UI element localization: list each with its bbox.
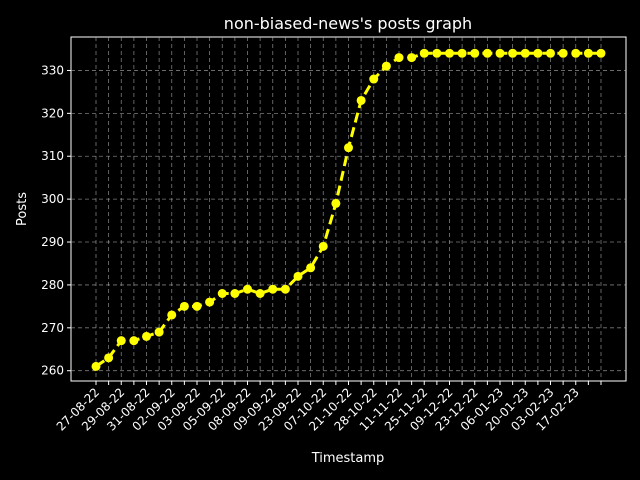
data-point <box>369 74 379 84</box>
data-point <box>230 288 240 298</box>
data-point <box>268 284 278 294</box>
data-point <box>394 53 404 63</box>
y-tick-label: 330 <box>41 63 64 77</box>
data-point <box>445 48 454 58</box>
y-tick-label: 260 <box>41 364 64 378</box>
data-point <box>533 48 543 58</box>
y-axis: 260 270 280 290 300 310 320 330 <box>41 63 71 378</box>
data-point <box>129 336 139 346</box>
x-axis: 27-08-2229-08-2231-08-2202-09-2203-09-22… <box>54 381 602 434</box>
data-point <box>508 48 518 58</box>
data-point <box>470 48 480 58</box>
data-point <box>331 198 341 208</box>
data-point <box>293 271 303 281</box>
y-tick-label: 310 <box>41 149 64 163</box>
data-point <box>154 327 164 337</box>
data-point <box>306 263 316 273</box>
data-point <box>558 48 568 58</box>
data-point <box>356 95 366 105</box>
data-point <box>116 336 126 346</box>
x-axis-label: Timestamp <box>311 451 385 466</box>
chart-title: non-biased-news's posts graph <box>224 14 472 33</box>
y-tick-label: 280 <box>41 278 64 292</box>
data-point <box>280 284 290 294</box>
data-point <box>318 241 328 251</box>
data-point <box>520 48 530 58</box>
data-point <box>495 48 505 58</box>
y-axis-label: Posts <box>15 192 30 226</box>
data-point <box>571 48 581 58</box>
data-point <box>546 48 555 58</box>
y-tick-label: 320 <box>41 106 64 120</box>
data-point <box>243 284 252 294</box>
data-point <box>381 61 391 71</box>
grid-lines <box>71 37 626 381</box>
data-point <box>205 297 215 307</box>
data-point <box>217 288 227 298</box>
data-point <box>432 48 442 58</box>
y-tick-label: 270 <box>41 321 64 335</box>
data-point <box>583 48 593 58</box>
data-point <box>457 48 467 58</box>
data-point <box>255 288 265 298</box>
y-tick-label: 300 <box>41 192 64 206</box>
data-point <box>179 301 189 311</box>
data-point <box>142 331 151 341</box>
data-point <box>419 48 429 58</box>
data-point <box>482 48 492 58</box>
data-point <box>192 301 202 311</box>
data-point <box>91 361 101 371</box>
data-point <box>104 353 114 363</box>
series-posts <box>91 48 606 371</box>
data-point <box>167 310 177 320</box>
y-tick-label: 290 <box>41 235 64 249</box>
data-point <box>344 143 353 153</box>
data-point <box>596 48 606 58</box>
data-point <box>407 53 417 63</box>
